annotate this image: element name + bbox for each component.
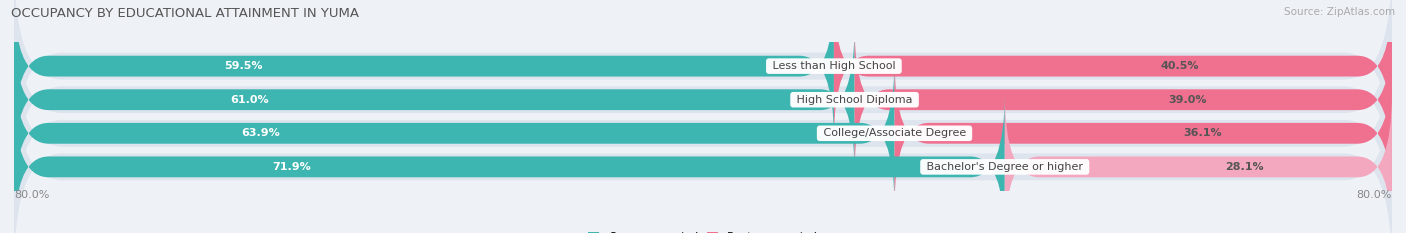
Text: College/Associate Degree: College/Associate Degree xyxy=(820,128,969,138)
Text: 40.5%: 40.5% xyxy=(1160,61,1199,71)
Text: 71.9%: 71.9% xyxy=(273,162,311,172)
Text: High School Diploma: High School Diploma xyxy=(793,95,917,105)
Text: Source: ZipAtlas.com: Source: ZipAtlas.com xyxy=(1284,7,1395,17)
FancyBboxPatch shape xyxy=(14,60,894,207)
Text: 61.0%: 61.0% xyxy=(231,95,269,105)
FancyBboxPatch shape xyxy=(14,63,1392,233)
Text: 80.0%: 80.0% xyxy=(1357,190,1392,200)
FancyBboxPatch shape xyxy=(834,0,1392,140)
Legend: Owner-occupied, Renter-occupied: Owner-occupied, Renter-occupied xyxy=(588,232,818,233)
FancyBboxPatch shape xyxy=(894,60,1392,207)
FancyBboxPatch shape xyxy=(14,93,1005,233)
FancyBboxPatch shape xyxy=(1005,93,1392,233)
FancyBboxPatch shape xyxy=(14,0,1392,170)
FancyBboxPatch shape xyxy=(14,0,1392,204)
FancyBboxPatch shape xyxy=(14,29,1392,233)
Text: OCCUPANCY BY EDUCATIONAL ATTAINMENT IN YUMA: OCCUPANCY BY EDUCATIONAL ATTAINMENT IN Y… xyxy=(11,7,360,20)
Text: Less than High School: Less than High School xyxy=(769,61,898,71)
FancyBboxPatch shape xyxy=(14,0,834,140)
Text: Bachelor's Degree or higher: Bachelor's Degree or higher xyxy=(922,162,1087,172)
FancyBboxPatch shape xyxy=(14,26,855,173)
Text: 36.1%: 36.1% xyxy=(1184,128,1222,138)
Text: 63.9%: 63.9% xyxy=(242,128,280,138)
Text: 39.0%: 39.0% xyxy=(1168,95,1206,105)
Text: 28.1%: 28.1% xyxy=(1226,162,1264,172)
Text: 80.0%: 80.0% xyxy=(14,190,49,200)
FancyBboxPatch shape xyxy=(855,26,1392,173)
Text: 59.5%: 59.5% xyxy=(225,61,263,71)
